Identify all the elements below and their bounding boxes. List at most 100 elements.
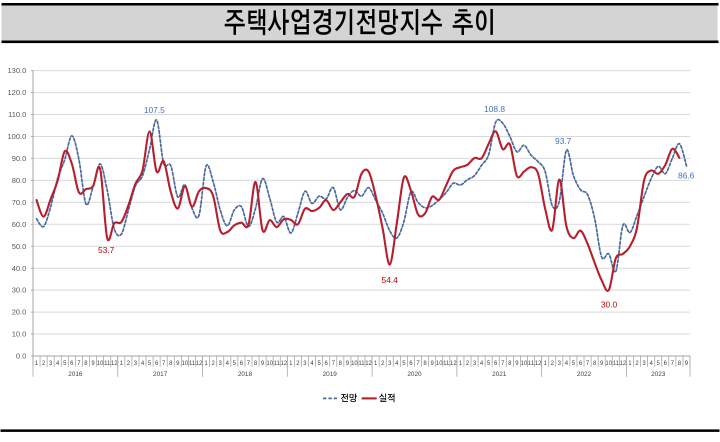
svg-text:5: 5 bbox=[487, 361, 491, 367]
svg-text:108.8: 108.8 bbox=[484, 104, 505, 114]
svg-text:5: 5 bbox=[317, 361, 321, 367]
svg-text:3: 3 bbox=[134, 361, 138, 367]
svg-text:60.0: 60.0 bbox=[12, 220, 27, 229]
svg-text:2017: 2017 bbox=[153, 371, 168, 378]
svg-text:6: 6 bbox=[494, 361, 498, 367]
svg-text:2: 2 bbox=[127, 361, 131, 367]
svg-text:10: 10 bbox=[605, 361, 612, 367]
svg-text:4: 4 bbox=[565, 361, 569, 367]
svg-text:7: 7 bbox=[247, 361, 251, 367]
svg-text:8: 8 bbox=[508, 361, 512, 367]
svg-text:12: 12 bbox=[280, 361, 287, 367]
svg-text:1: 1 bbox=[35, 361, 39, 367]
svg-text:8: 8 bbox=[678, 361, 682, 367]
svg-text:100.0: 100.0 bbox=[8, 132, 27, 141]
svg-text:11: 11 bbox=[189, 361, 196, 367]
svg-text:7: 7 bbox=[332, 361, 336, 367]
svg-text:7: 7 bbox=[671, 361, 675, 367]
svg-text:10: 10 bbox=[182, 361, 189, 367]
svg-text:1: 1 bbox=[459, 361, 463, 367]
svg-text:10.0: 10.0 bbox=[12, 330, 27, 339]
svg-text:30.0: 30.0 bbox=[601, 300, 618, 310]
svg-text:0.0: 0.0 bbox=[16, 352, 26, 361]
svg-text:5: 5 bbox=[572, 361, 576, 367]
svg-text:20.0: 20.0 bbox=[12, 308, 27, 317]
svg-text:3: 3 bbox=[49, 361, 53, 367]
svg-text:6: 6 bbox=[664, 361, 668, 367]
svg-text:9: 9 bbox=[176, 361, 180, 367]
svg-text:2018: 2018 bbox=[238, 371, 253, 378]
svg-text:54.4: 54.4 bbox=[382, 275, 399, 285]
svg-text:12: 12 bbox=[535, 361, 542, 367]
svg-text:2: 2 bbox=[211, 361, 215, 367]
svg-text:11: 11 bbox=[104, 361, 111, 367]
svg-text:1: 1 bbox=[374, 361, 378, 367]
svg-text:6: 6 bbox=[155, 361, 159, 367]
svg-text:12: 12 bbox=[365, 361, 372, 367]
svg-text:5: 5 bbox=[402, 361, 406, 367]
svg-text:1: 1 bbox=[120, 361, 124, 367]
svg-text:5: 5 bbox=[657, 361, 661, 367]
svg-text:11: 11 bbox=[358, 361, 365, 367]
svg-text:8: 8 bbox=[84, 361, 88, 367]
svg-text:2: 2 bbox=[635, 361, 639, 367]
svg-text:6: 6 bbox=[240, 361, 244, 367]
svg-text:9: 9 bbox=[91, 361, 95, 367]
svg-text:4: 4 bbox=[56, 361, 60, 367]
svg-text:2: 2 bbox=[551, 361, 555, 367]
svg-text:1: 1 bbox=[544, 361, 548, 367]
svg-text:4: 4 bbox=[310, 361, 314, 367]
svg-text:2020: 2020 bbox=[407, 371, 422, 378]
svg-text:2: 2 bbox=[466, 361, 470, 367]
svg-text:2021: 2021 bbox=[492, 371, 507, 378]
svg-text:9: 9 bbox=[346, 361, 350, 367]
svg-text:10: 10 bbox=[97, 361, 104, 367]
svg-text:7: 7 bbox=[586, 361, 590, 367]
svg-text:80.0: 80.0 bbox=[12, 176, 27, 185]
svg-text:7: 7 bbox=[416, 361, 420, 367]
svg-text:3: 3 bbox=[219, 361, 223, 367]
svg-text:2022: 2022 bbox=[577, 371, 592, 378]
svg-text:9: 9 bbox=[685, 361, 689, 367]
svg-text:110.0: 110.0 bbox=[8, 110, 26, 119]
svg-text:8: 8 bbox=[254, 361, 258, 367]
svg-text:4: 4 bbox=[480, 361, 484, 367]
svg-text:6: 6 bbox=[325, 361, 329, 367]
svg-text:2: 2 bbox=[296, 361, 300, 367]
svg-text:2: 2 bbox=[42, 361, 46, 367]
svg-text:3: 3 bbox=[388, 361, 392, 367]
svg-text:40.0: 40.0 bbox=[12, 264, 27, 273]
svg-text:4: 4 bbox=[141, 361, 145, 367]
svg-text:10: 10 bbox=[266, 361, 273, 367]
svg-text:6: 6 bbox=[70, 361, 74, 367]
svg-text:53.7: 53.7 bbox=[98, 245, 115, 255]
svg-text:6: 6 bbox=[409, 361, 413, 367]
svg-text:107.5: 107.5 bbox=[144, 105, 165, 115]
svg-text:3: 3 bbox=[473, 361, 477, 367]
svg-text:9: 9 bbox=[515, 361, 519, 367]
svg-text:9: 9 bbox=[430, 361, 434, 367]
svg-text:8: 8 bbox=[423, 361, 427, 367]
svg-text:5: 5 bbox=[233, 361, 237, 367]
svg-text:4: 4 bbox=[226, 361, 230, 367]
svg-text:11: 11 bbox=[613, 361, 620, 367]
svg-text:12: 12 bbox=[196, 361, 203, 367]
svg-text:4: 4 bbox=[395, 361, 399, 367]
svg-text:6: 6 bbox=[579, 361, 583, 367]
svg-text:93.7: 93.7 bbox=[555, 136, 572, 146]
svg-text:12: 12 bbox=[450, 361, 457, 367]
svg-text:3: 3 bbox=[558, 361, 562, 367]
svg-text:2: 2 bbox=[381, 361, 385, 367]
svg-text:130.0: 130.0 bbox=[8, 66, 27, 75]
svg-text:7: 7 bbox=[77, 361, 81, 367]
svg-text:1: 1 bbox=[628, 361, 632, 367]
svg-text:11: 11 bbox=[274, 361, 281, 367]
svg-text:10: 10 bbox=[351, 361, 358, 367]
svg-text:9: 9 bbox=[600, 361, 604, 367]
svg-text:2016: 2016 bbox=[68, 371, 83, 378]
svg-text:3: 3 bbox=[642, 361, 646, 367]
svg-text:2019: 2019 bbox=[323, 371, 338, 378]
svg-text:90.0: 90.0 bbox=[12, 154, 27, 163]
svg-text:30.0: 30.0 bbox=[12, 286, 27, 295]
svg-text:70.0: 70.0 bbox=[12, 198, 27, 207]
